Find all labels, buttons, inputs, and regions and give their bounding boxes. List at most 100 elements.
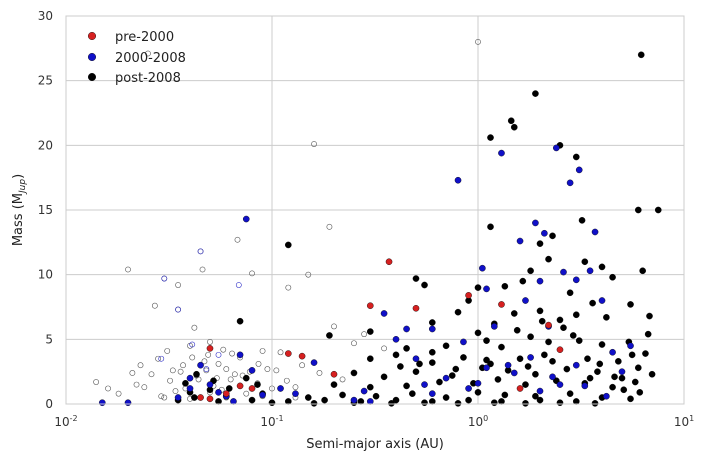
hollow-point: [207, 339, 213, 345]
hollow-point: [292, 384, 299, 391]
point-post-2008: [380, 373, 388, 381]
point-2000-2008: [581, 382, 589, 390]
point-post-2008: [536, 240, 544, 247]
point-2000-2008: [483, 364, 490, 372]
legend-marker-2000-2008: [87, 53, 96, 62]
hollow-point: [177, 368, 184, 375]
point-2000-2008: [310, 359, 318, 366]
hollow-point: [283, 377, 290, 384]
point-2000-2008: [206, 381, 214, 388]
point-pre-2000: [285, 350, 292, 357]
hollow-point: [167, 377, 173, 384]
hollow-point: [273, 367, 280, 374]
point-2000-2008: [566, 179, 574, 187]
point-post-2008: [442, 394, 450, 401]
hollow-point-blue: [175, 306, 181, 313]
hollow-point: [231, 371, 238, 378]
point-2000-2008: [479, 264, 486, 272]
point-post-2008: [428, 359, 436, 366]
point-2000-2008: [560, 268, 567, 276]
hollow-point: [227, 376, 234, 383]
hollow-point: [223, 366, 230, 372]
point-post-2008: [491, 399, 498, 407]
hollow-point: [205, 351, 212, 358]
point-post-2008: [522, 400, 529, 407]
hollow-point: [269, 385, 275, 392]
point-post-2008: [321, 396, 328, 404]
point-pre-2000: [545, 321, 552, 329]
hollow-point: [326, 223, 333, 230]
point-post-2008: [618, 374, 626, 382]
point-post-2008: [532, 90, 539, 97]
point-2000-2008: [186, 385, 194, 392]
point-post-2008: [366, 355, 374, 363]
point-pre-2000: [197, 394, 204, 401]
point-pre-2000: [206, 345, 214, 352]
point-post-2008: [182, 380, 189, 387]
x-tick-label: 101: [674, 414, 694, 429]
point-pre-2000: [236, 382, 244, 390]
point-post-2008: [454, 400, 462, 407]
plot-frame: [65, 15, 685, 405]
point-pre-2000: [556, 346, 564, 353]
hollow-point: [155, 355, 162, 362]
point-post-2008: [566, 390, 574, 397]
point-post-2008: [634, 206, 642, 214]
point-2000-2008: [516, 237, 524, 245]
point-pre-2000: [385, 258, 393, 266]
point-2000-2008: [536, 277, 544, 285]
point-2000-2008: [186, 374, 194, 382]
point-post-2008: [536, 307, 544, 315]
y-tick-label: 5: [45, 332, 53, 346]
hollow-point-blue: [158, 355, 165, 362]
hollow-point: [115, 390, 122, 397]
x-tick-labels: 10-2 10-1 100 101: [54, 414, 694, 429]
point-2000-2008: [591, 228, 599, 236]
hollow-point: [243, 390, 250, 397]
point-2000-2008: [248, 367, 256, 374]
point-post-2008: [330, 381, 338, 388]
point-post-2008: [594, 368, 601, 375]
point-post-2008: [454, 308, 462, 316]
y-tick-label: 0: [45, 397, 53, 411]
hollow-point: [381, 345, 387, 352]
point-post-2008: [483, 356, 490, 364]
point-2000-2008: [392, 336, 400, 343]
point-post-2008: [569, 332, 577, 339]
y-axis-label: Mass (MJup): [11, 174, 28, 246]
hollow-point: [189, 354, 196, 361]
point-2000-2008: [609, 348, 616, 356]
hollow-point: [255, 361, 262, 367]
hollow-point: [201, 358, 208, 365]
point-post-2008: [474, 389, 482, 396]
point-post-2008: [452, 365, 460, 373]
point-2000-2008: [428, 325, 436, 333]
point-post-2008: [339, 391, 346, 399]
point-post-2008: [428, 398, 436, 405]
point-post-2008: [412, 275, 420, 282]
point-post-2008: [581, 258, 589, 266]
hollow-point: [234, 236, 241, 243]
point-post-2008: [591, 400, 599, 407]
point-post-2008: [236, 317, 244, 325]
point-post-2008: [310, 400, 318, 407]
point-2000-2008: [242, 215, 250, 223]
legend-marker-pre-2000: [87, 32, 96, 41]
point-post-2008: [527, 333, 534, 341]
point-2000-2008: [572, 276, 580, 284]
point-2000-2008: [556, 381, 564, 388]
hollow-point: [305, 271, 312, 278]
point-post-2008: [646, 312, 653, 320]
point-post-2008: [563, 365, 571, 373]
point-post-2008: [225, 385, 233, 392]
point-post-2008: [513, 326, 521, 334]
hollow-point: [125, 266, 131, 273]
hollow-point: [133, 381, 140, 388]
point-post-2008: [572, 153, 580, 161]
point-post-2008: [603, 314, 610, 321]
point-2000-2008: [572, 361, 580, 369]
hollow-point: [361, 331, 368, 338]
hollow-point: [277, 349, 284, 356]
point-post-2008: [487, 223, 494, 231]
